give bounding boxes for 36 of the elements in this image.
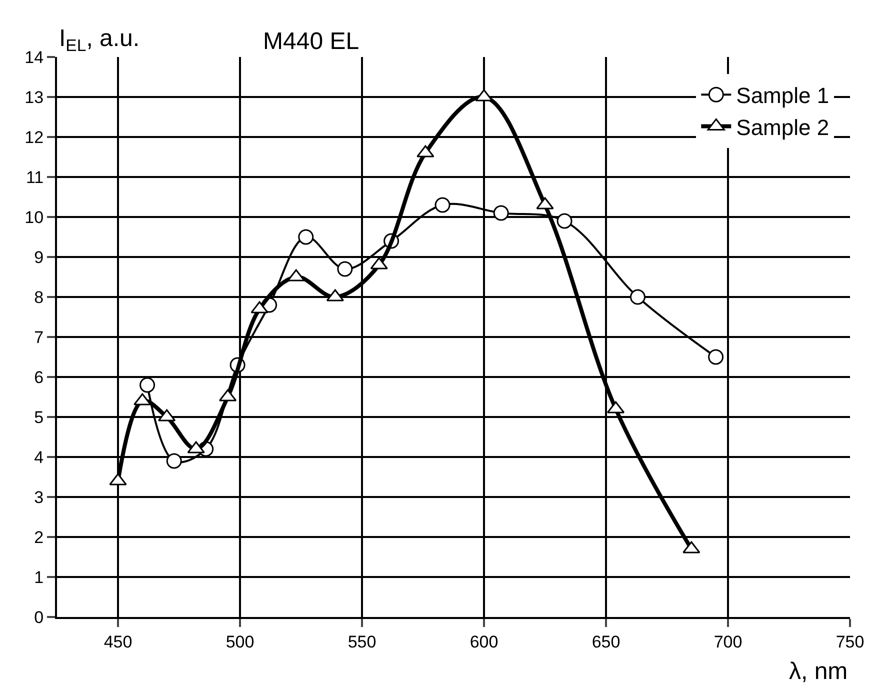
point <box>708 349 724 365</box>
point <box>140 377 156 393</box>
legend-label: Sample 2 <box>736 114 830 140</box>
y-tick-label: 2 <box>34 528 44 547</box>
point <box>556 213 572 229</box>
point <box>298 229 314 245</box>
x-tick-label: 650 <box>592 632 620 652</box>
y-tick-label: 9 <box>34 248 44 267</box>
x-tick-label: 600 <box>470 632 498 652</box>
x-axis-title: λ, nm <box>789 658 848 685</box>
point <box>434 197 450 213</box>
y-tick-label: 14 <box>24 48 44 67</box>
y-tick-label: 11 <box>26 168 44 187</box>
y-tick-label: 12 <box>24 128 44 147</box>
x-tick-label: 700 <box>714 632 742 652</box>
point <box>166 453 182 469</box>
legend-label: Sample 1 <box>736 83 830 108</box>
x-tick-label: 450 <box>104 632 132 652</box>
y-tick-label: 8 <box>34 288 44 307</box>
point <box>337 261 353 277</box>
y-tick-label: 13 <box>24 88 44 107</box>
point <box>630 289 646 305</box>
y-tick-label: 3 <box>34 488 44 507</box>
y-axis-title: I$_{EL}$, a.u. <box>59 25 140 56</box>
y-tick-label: 1 <box>34 568 44 587</box>
y-tick-label: 4 <box>34 448 44 467</box>
y-tick-label: 7 <box>34 328 44 347</box>
x-tick-label: 500 <box>226 632 254 652</box>
x-tick-label: 750 <box>836 632 864 652</box>
x-tick-label: 550 <box>348 632 376 652</box>
y-tick-label: 0 <box>34 608 44 627</box>
y-tick-label: 6 <box>34 368 44 387</box>
point <box>493 205 509 221</box>
y-tick-label: 10 <box>24 208 44 227</box>
chart-title: M440 EL <box>263 28 360 55</box>
y-tick-label: 5 <box>34 408 44 427</box>
